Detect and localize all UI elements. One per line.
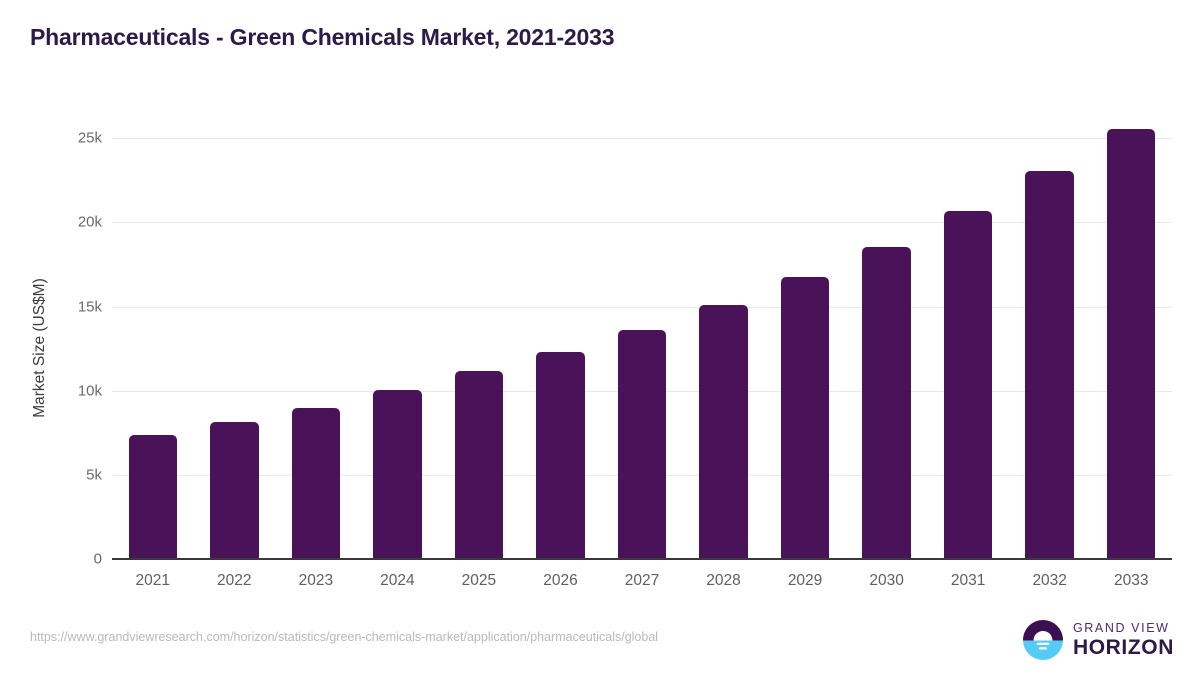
- x-tick-label: 2028: [706, 572, 741, 589]
- bar[interactable]: [536, 351, 585, 559]
- logo-line-grand-view: GRAND VIEW: [1072, 620, 1170, 635]
- x-tick-label: 2026: [543, 572, 578, 589]
- bar[interactable]: [454, 371, 504, 559]
- x-tick-label: 2023: [298, 572, 334, 589]
- y-tick-label: 10k: [77, 382, 102, 400]
- y-axis-title: Market Size (US$M): [31, 278, 48, 418]
- logo-line-horizon: HORIZON: [1072, 636, 1174, 660]
- bar[interactable]: [210, 421, 259, 559]
- bar[interactable]: [1025, 171, 1074, 559]
- x-tick-label: 2029: [787, 572, 823, 589]
- y-tick-label: 15k: [77, 298, 102, 316]
- brand-logo: GRAND VIEW HORIZON: [1022, 619, 1174, 661]
- x-tick-label: 2021: [135, 572, 170, 589]
- bar[interactable]: [128, 435, 177, 559]
- y-tick-label: 25k: [77, 129, 102, 147]
- bar[interactable]: [617, 330, 667, 559]
- page-title: Pharmaceuticals - Green Chemicals Market…: [30, 24, 615, 50]
- x-tick-label: 2033: [1113, 572, 1149, 589]
- bar[interactable]: [1106, 128, 1156, 559]
- bar[interactable]: [780, 277, 830, 559]
- gridline: [112, 306, 1172, 308]
- x-tick-label: 2024: [380, 572, 415, 589]
- y-tick-label: 20k: [77, 213, 102, 231]
- x-tick-label: 2032: [1032, 572, 1067, 589]
- bar[interactable]: [291, 407, 341, 559]
- bar[interactable]: [373, 389, 422, 559]
- logo-text: GRAND VIEW HORIZON: [1073, 622, 1174, 659]
- gridline: [112, 222, 1172, 224]
- x-tick-label: 2030: [869, 572, 904, 589]
- y-tick-label: 5k: [86, 466, 102, 484]
- x-tick-label: 2031: [950, 572, 986, 589]
- x-tick-label: 2022: [217, 572, 252, 589]
- bar[interactable]: [699, 304, 748, 559]
- source-url[interactable]: https://www.grandviewresearch.com/horizo…: [30, 630, 659, 644]
- plot-area: [112, 118, 1172, 559]
- y-axis-tick-labels: 0 5k 10k 15k 20k 25k: [40, 0, 102, 675]
- horizon-mark-icon: [1022, 620, 1063, 660]
- gridline: [112, 138, 1172, 140]
- x-tick-label: 2027: [624, 572, 660, 589]
- bar[interactable]: [862, 246, 911, 559]
- y-tick-label: 0: [93, 550, 102, 568]
- bar[interactable]: [943, 211, 993, 559]
- x-tick-label: 2025: [461, 572, 497, 589]
- x-axis-line: [112, 558, 1172, 560]
